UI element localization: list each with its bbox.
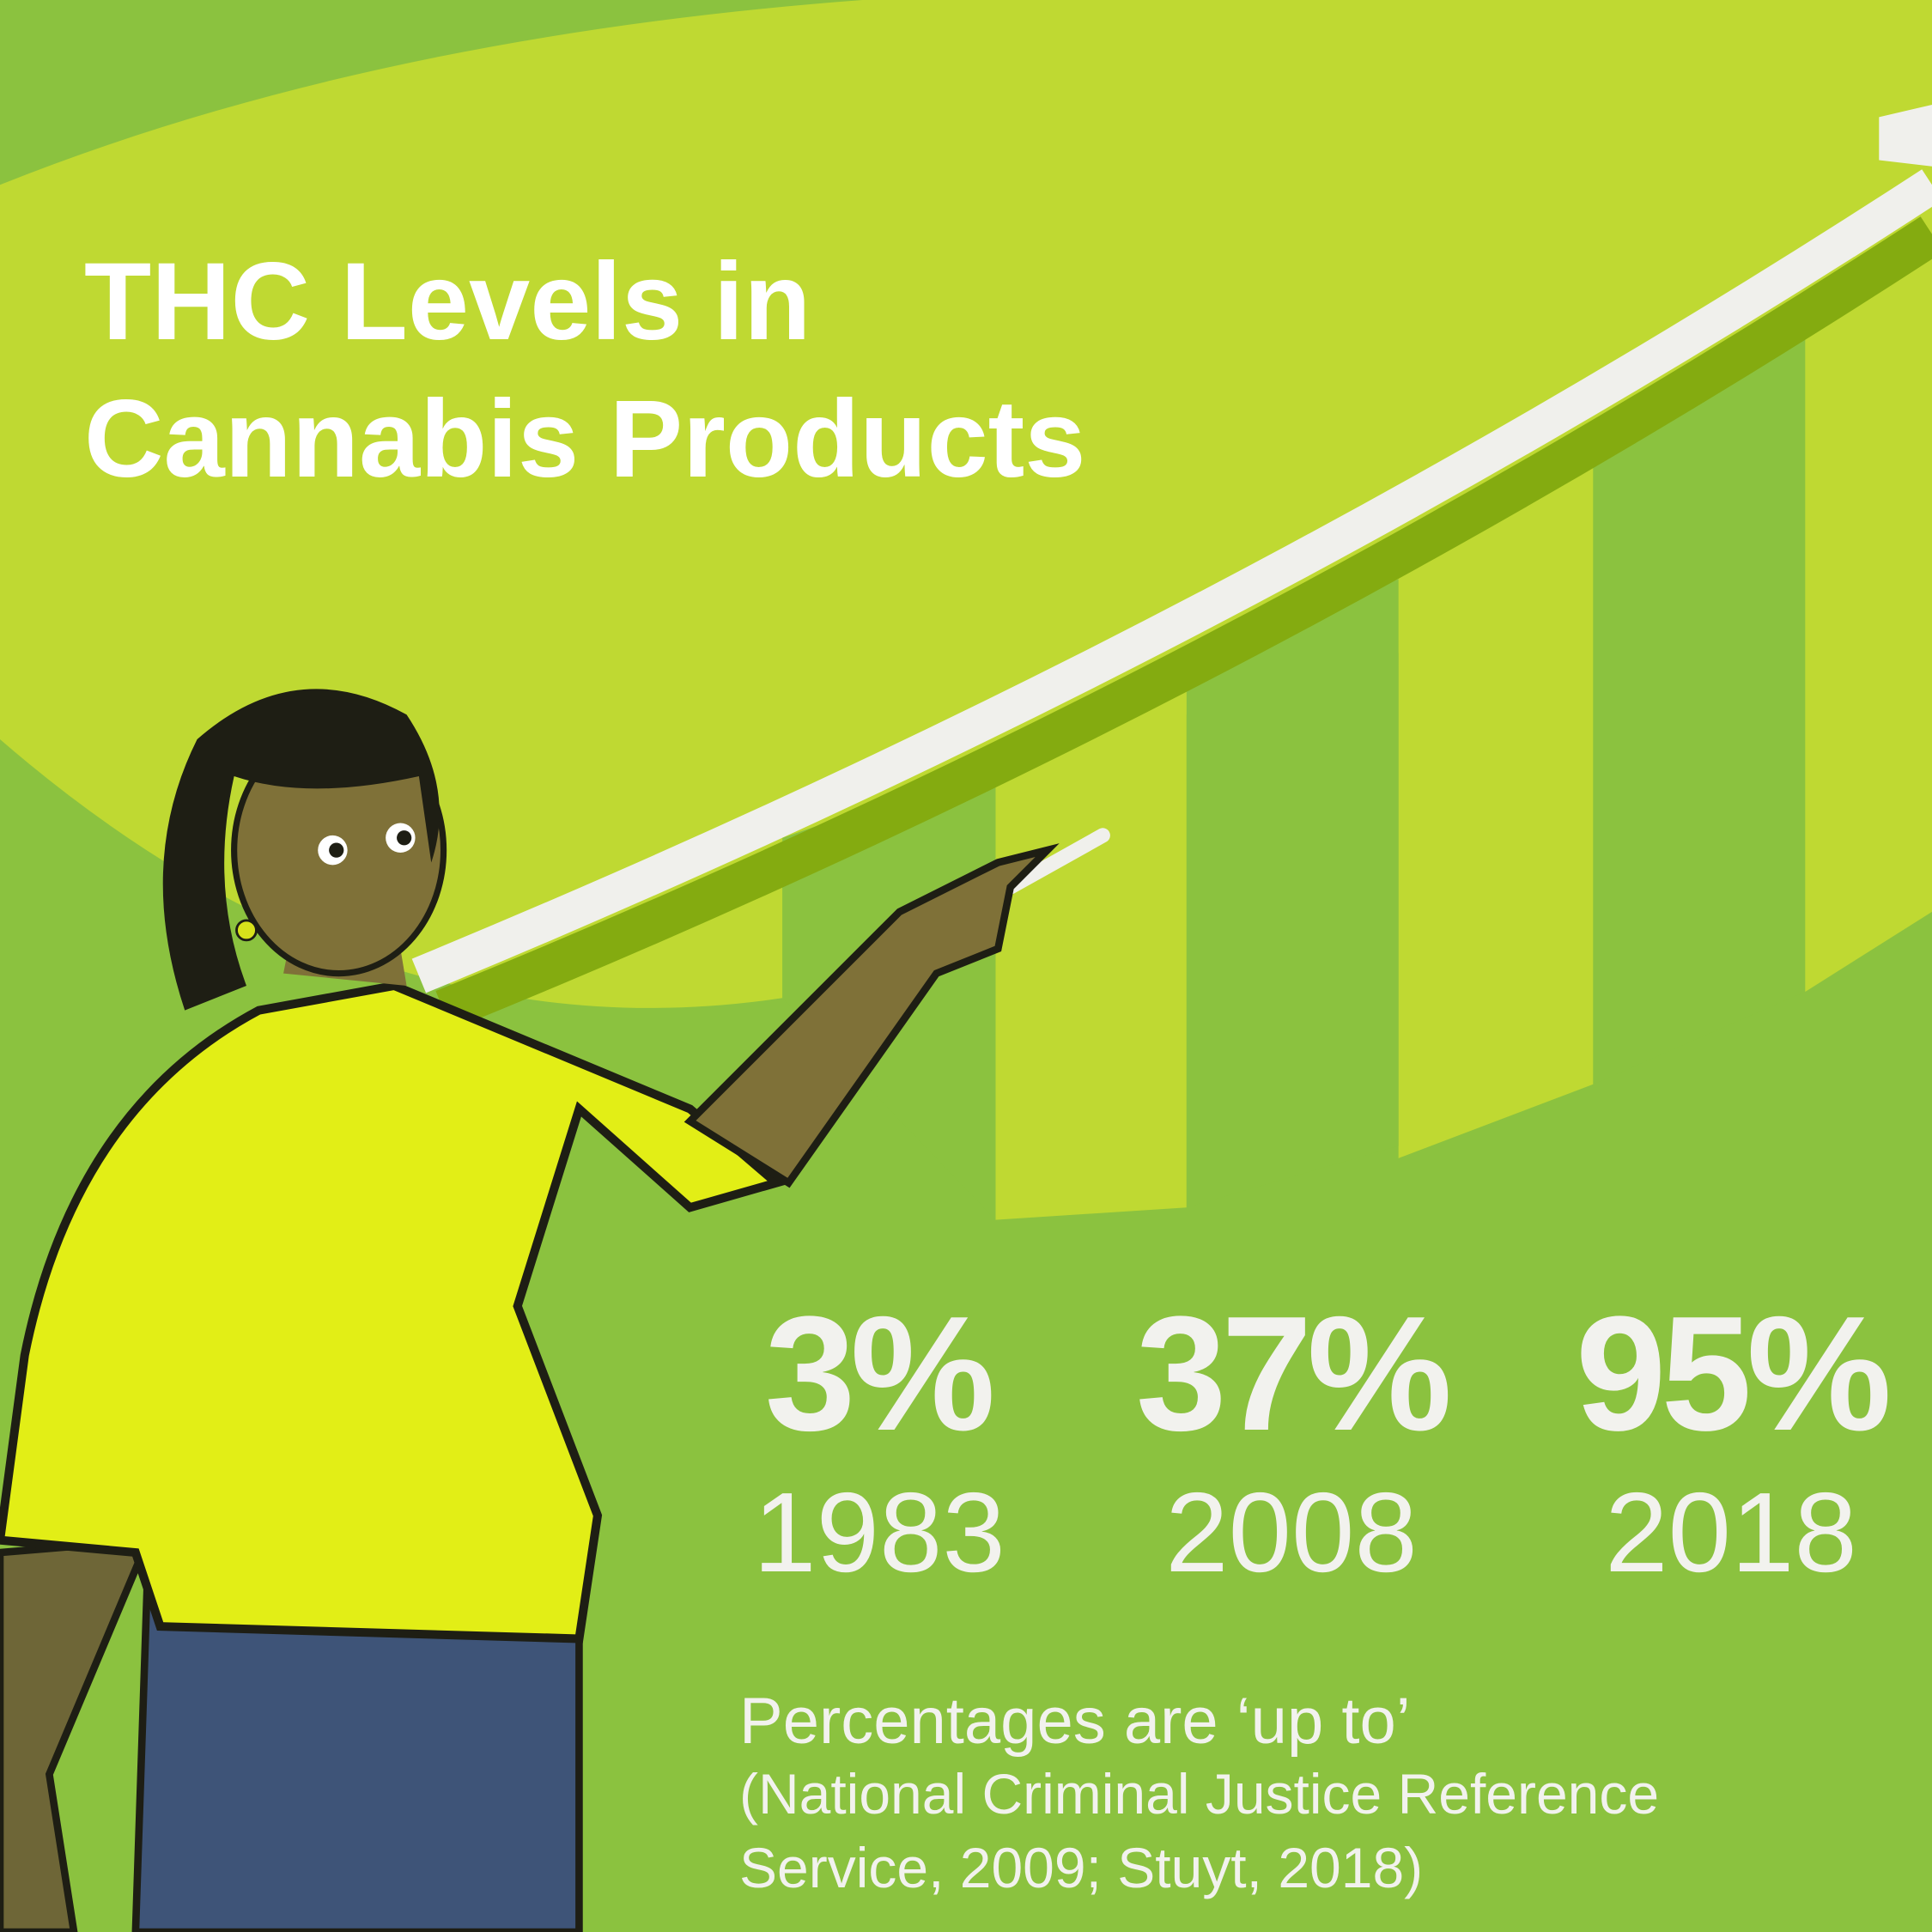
note: Percentages are ‘up to’ xyxy=(739,1685,1411,1758)
pupil xyxy=(397,830,412,846)
stat-year: 2008 xyxy=(1165,1469,1418,1595)
stat-year: 1983 xyxy=(753,1469,1005,1595)
pointer xyxy=(1003,828,1110,895)
stat-value: 3% xyxy=(765,1283,992,1465)
stat-value: 37% xyxy=(1136,1283,1448,1465)
lime-shape xyxy=(0,0,1932,1220)
earring xyxy=(235,919,258,942)
stat-value: 95% xyxy=(1576,1283,1887,1465)
arrow xyxy=(411,169,1932,993)
arrow-shadow xyxy=(435,216,1932,1030)
left-arm xyxy=(0,1535,154,1932)
bars xyxy=(782,332,1806,1220)
arrow-head xyxy=(1879,104,1932,167)
shirt xyxy=(0,981,786,1643)
right-arm xyxy=(683,843,1060,1188)
pupil xyxy=(329,842,344,858)
hair xyxy=(162,689,440,1011)
title: THC Levels in xyxy=(84,240,811,363)
source: Service, 2009; Stuyt, 2018) xyxy=(739,1836,1423,1899)
title: Cannabis Products xyxy=(84,378,1085,501)
source: (National Criminal Justice Reference xyxy=(739,1762,1659,1826)
stat-year: 2018 xyxy=(1605,1469,1857,1595)
